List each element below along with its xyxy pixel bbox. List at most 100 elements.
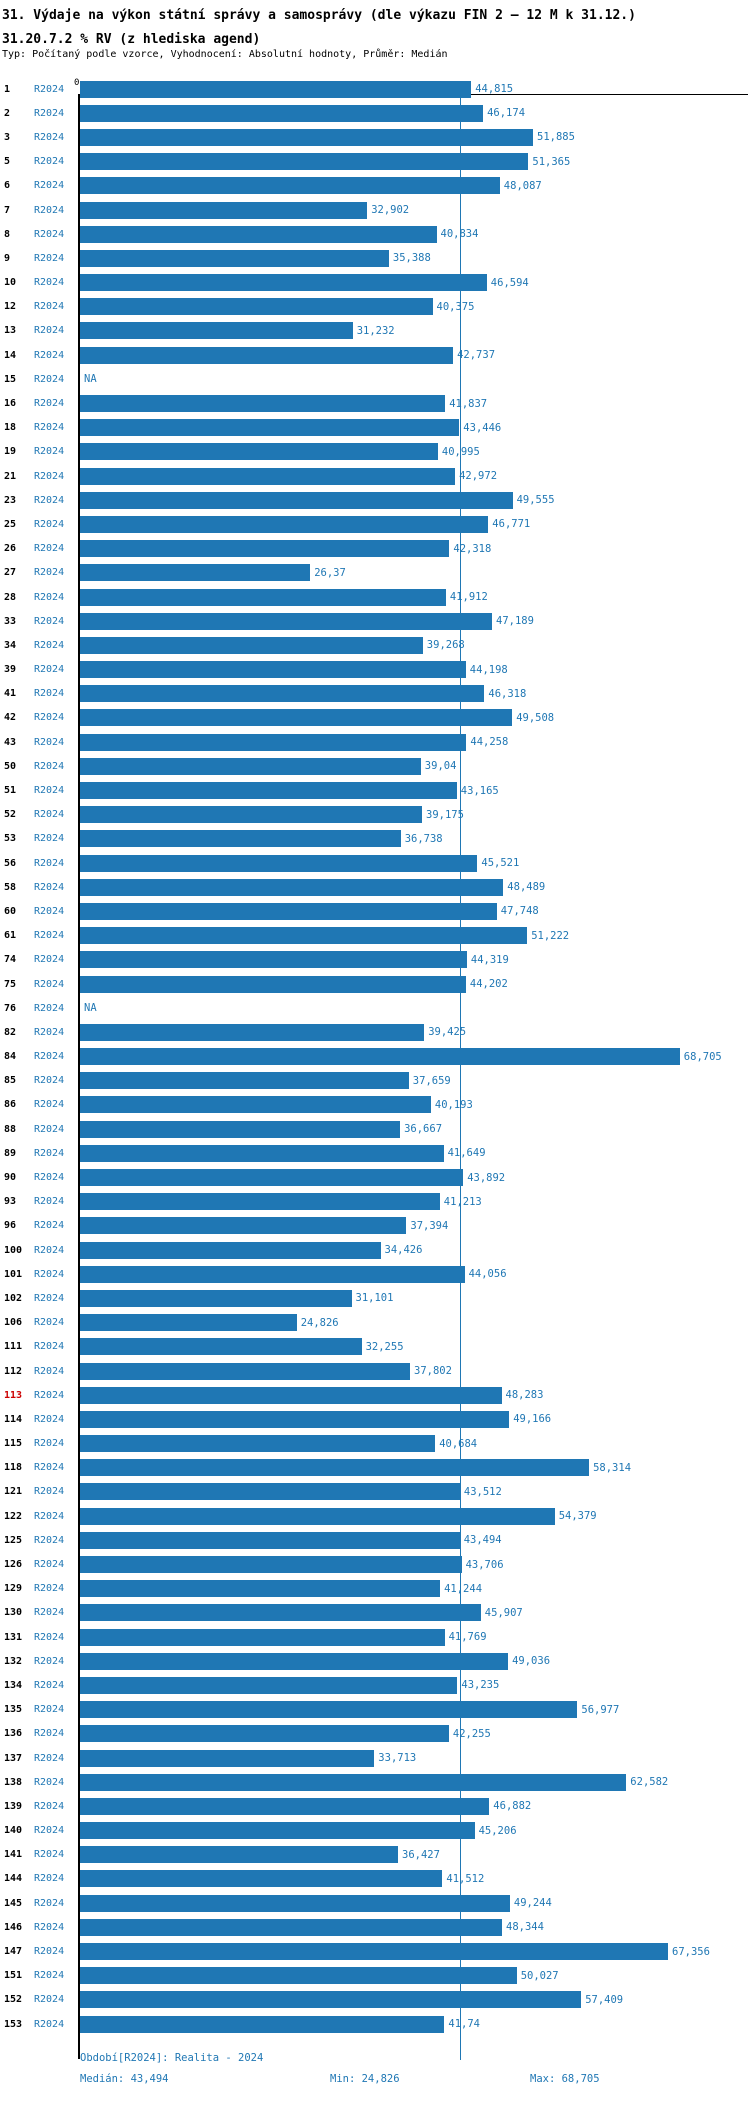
value-bar[interactable] xyxy=(80,757,421,775)
row-series-label[interactable]: R2024 xyxy=(34,1704,65,1716)
row-series-label[interactable]: R2024 xyxy=(34,1341,65,1353)
value-bar[interactable] xyxy=(80,1652,509,1670)
row-series-label[interactable]: R2024 xyxy=(34,1994,65,2006)
value-bar[interactable] xyxy=(80,1943,668,1961)
value-bar[interactable] xyxy=(80,80,472,98)
row-series-label[interactable]: R2024 xyxy=(34,107,65,119)
row-series-label[interactable]: R2024 xyxy=(34,83,65,95)
value-bar[interactable] xyxy=(80,709,513,727)
value-bar[interactable] xyxy=(80,1435,436,1453)
row-series-label[interactable]: R2024 xyxy=(34,857,65,869)
row-series-label[interactable]: R2024 xyxy=(34,301,65,313)
value-bar[interactable] xyxy=(80,1676,458,1694)
row-series-label[interactable]: R2024 xyxy=(34,954,65,966)
value-bar[interactable] xyxy=(80,1604,481,1622)
row-series-label[interactable]: R2024 xyxy=(34,1220,65,1232)
row-series-label[interactable]: R2024 xyxy=(34,881,65,893)
value-bar[interactable] xyxy=(80,1846,398,1864)
row-series-label[interactable]: R2024 xyxy=(34,1752,65,1764)
value-bar[interactable] xyxy=(80,951,467,969)
value-bar[interactable] xyxy=(80,177,500,195)
row-series-label[interactable]: R2024 xyxy=(34,809,65,821)
row-series-label[interactable]: R2024 xyxy=(34,712,65,724)
row-series-label[interactable]: R2024 xyxy=(34,1292,65,1304)
row-series-label[interactable]: R2024 xyxy=(34,1921,65,1933)
value-bar[interactable] xyxy=(80,1096,431,1114)
value-bar[interactable] xyxy=(80,153,529,171)
value-bar[interactable] xyxy=(80,540,450,558)
row-series-label[interactable]: R2024 xyxy=(34,277,65,289)
value-bar[interactable] xyxy=(80,419,460,437)
row-series-label[interactable]: R2024 xyxy=(34,518,65,530)
row-series-label[interactable]: R2024 xyxy=(34,1825,65,1837)
row-series-label[interactable]: R2024 xyxy=(34,1244,65,1256)
row-series-label[interactable]: R2024 xyxy=(34,1075,65,1087)
row-series-label[interactable]: R2024 xyxy=(34,664,65,676)
value-bar[interactable] xyxy=(80,1531,460,1549)
row-series-label[interactable]: R2024 xyxy=(34,1510,65,1522)
row-series-label[interactable]: R2024 xyxy=(34,905,65,917)
row-series-label[interactable]: R2024 xyxy=(34,470,65,482)
row-series-label[interactable]: R2024 xyxy=(34,1172,65,1184)
row-series-label[interactable]: R2024 xyxy=(34,131,65,143)
value-bar[interactable] xyxy=(80,1289,352,1307)
value-bar[interactable] xyxy=(80,443,438,461)
row-series-label[interactable]: R2024 xyxy=(34,1268,65,1280)
value-bar[interactable] xyxy=(80,274,487,292)
value-bar[interactable] xyxy=(80,927,528,945)
value-bar[interactable] xyxy=(80,564,311,582)
value-bar[interactable] xyxy=(80,733,467,751)
value-bar[interactable] xyxy=(80,1725,449,1743)
row-series-label[interactable]: R2024 xyxy=(34,1123,65,1135)
row-series-label[interactable]: R2024 xyxy=(34,591,65,603)
row-series-label[interactable]: R2024 xyxy=(34,494,65,506)
value-bar[interactable] xyxy=(80,1797,490,1815)
row-series-label[interactable]: R2024 xyxy=(34,2018,65,2030)
row-series-label[interactable]: R2024 xyxy=(34,204,65,216)
value-bar[interactable] xyxy=(80,1193,440,1211)
value-bar[interactable] xyxy=(80,878,504,896)
row-series-label[interactable]: R2024 xyxy=(34,567,65,579)
value-bar[interactable] xyxy=(80,854,478,872)
value-bar[interactable] xyxy=(80,346,454,364)
value-bar[interactable] xyxy=(80,612,492,630)
row-series-label[interactable]: R2024 xyxy=(34,1800,65,1812)
row-series-label[interactable]: R2024 xyxy=(34,1099,65,1111)
row-series-label[interactable]: R2024 xyxy=(34,978,65,990)
row-series-label[interactable]: R2024 xyxy=(34,349,65,361)
row-series-label[interactable]: R2024 xyxy=(34,1679,65,1691)
row-series-label[interactable]: R2024 xyxy=(34,1849,65,1861)
row-series-label[interactable]: R2024 xyxy=(34,1365,65,1377)
row-series-label[interactable]: R2024 xyxy=(34,615,65,627)
value-bar[interactable] xyxy=(80,1483,460,1501)
value-bar[interactable] xyxy=(80,298,433,316)
value-bar[interactable] xyxy=(80,975,466,993)
value-bar[interactable] xyxy=(80,128,533,146)
row-series-label[interactable]: R2024 xyxy=(34,1462,65,1474)
value-bar[interactable] xyxy=(80,1072,409,1090)
row-series-label[interactable]: R2024 xyxy=(34,1776,65,1788)
value-bar[interactable] xyxy=(80,1749,375,1767)
row-series-label[interactable]: R2024 xyxy=(34,228,65,240)
row-series-label[interactable]: R2024 xyxy=(34,373,65,385)
row-series-label[interactable]: R2024 xyxy=(34,1897,65,1909)
row-series-label[interactable]: R2024 xyxy=(34,833,65,845)
value-bar[interactable] xyxy=(80,1822,475,1840)
row-series-label[interactable]: R2024 xyxy=(34,1607,65,1619)
value-bar[interactable] xyxy=(80,1918,502,1936)
value-bar[interactable] xyxy=(80,588,446,606)
value-bar[interactable] xyxy=(80,1169,464,1187)
row-series-label[interactable]: R2024 xyxy=(34,1946,65,1958)
row-series-label[interactable]: R2024 xyxy=(34,1196,65,1208)
row-series-label[interactable]: R2024 xyxy=(34,639,65,651)
row-series-label[interactable]: R2024 xyxy=(34,1559,65,1571)
value-bar[interactable] xyxy=(80,1241,381,1259)
value-bar[interactable] xyxy=(80,1556,462,1574)
row-series-label[interactable]: R2024 xyxy=(34,180,65,192)
row-series-label[interactable]: R2024 xyxy=(34,1002,65,1014)
row-series-label[interactable]: R2024 xyxy=(34,1631,65,1643)
value-bar[interactable] xyxy=(80,1217,407,1235)
value-bar[interactable] xyxy=(80,1120,401,1138)
row-series-label[interactable]: R2024 xyxy=(34,760,65,772)
value-bar[interactable] xyxy=(80,661,466,679)
